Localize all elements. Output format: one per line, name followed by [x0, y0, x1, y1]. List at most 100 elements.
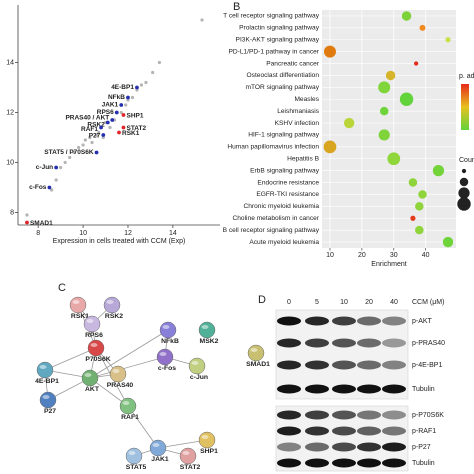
- point-label: STAT2: [126, 125, 146, 132]
- point: [94, 133, 99, 137]
- x-tick-label: 12: [124, 230, 132, 237]
- node-label: P27: [44, 408, 56, 415]
- panel-label: B: [233, 1, 240, 13]
- category-label: EGFR-TKI resistance: [256, 191, 319, 198]
- category-label: Choline metabolism in cancer: [233, 215, 320, 222]
- network-node: [69, 296, 87, 314]
- dot: [413, 61, 419, 66]
- dot: [379, 106, 389, 116]
- node-label: c-Fos: [158, 365, 176, 372]
- lane-label: 10: [340, 299, 348, 306]
- band: [332, 360, 356, 370]
- band: [382, 338, 406, 348]
- point: [72, 150, 76, 155]
- x-tick-label: 10: [79, 230, 87, 237]
- dot: [415, 225, 424, 235]
- node-shine: [159, 352, 167, 356]
- point-label: RSK1: [122, 130, 140, 137]
- network-node: [81, 369, 99, 387]
- point-label: RAF1: [81, 126, 98, 133]
- dot: [399, 92, 414, 106]
- x-tick-label: 14: [169, 230, 177, 237]
- point-label: c-Fos: [29, 184, 47, 191]
- point: [63, 160, 67, 165]
- network-node: [109, 365, 127, 383]
- point: [50, 188, 54, 192]
- point: [47, 185, 52, 190]
- network-node: [39, 391, 57, 409]
- category-label: PD-L1/PD-1 pathway in cancer: [228, 48, 319, 55]
- node-shine: [39, 365, 47, 369]
- band: [305, 410, 329, 420]
- network-edge: [89, 329, 169, 379]
- network-node: [159, 321, 177, 339]
- node-shine: [42, 395, 50, 399]
- point: [139, 83, 144, 87]
- band: [382, 384, 406, 394]
- point: [126, 95, 130, 100]
- network-node: [103, 296, 121, 314]
- point: [144, 80, 148, 85]
- network-edge: [89, 356, 166, 379]
- node-shine: [152, 443, 160, 447]
- network-node: [119, 397, 137, 415]
- category-label: KSHV infection: [275, 120, 320, 127]
- category-label: Hepatitis B: [287, 156, 319, 163]
- band: [332, 442, 356, 452]
- category-label: T cell receptor signaling pathway: [223, 13, 320, 20]
- dot: [378, 129, 390, 141]
- node-label: PRAS40: [107, 382, 134, 389]
- band: [357, 360, 381, 370]
- band: [357, 316, 381, 326]
- node-shine: [250, 348, 258, 352]
- band: [357, 442, 381, 452]
- node-label: AKT: [85, 386, 100, 393]
- point: [130, 95, 135, 100]
- band: [277, 384, 301, 394]
- network-edge: [127, 405, 159, 449]
- point: [94, 150, 99, 155]
- node-label: c-Jun: [190, 374, 208, 381]
- band: [305, 360, 329, 370]
- band: [305, 426, 329, 436]
- node-shine: [201, 435, 209, 439]
- dot: [445, 37, 451, 43]
- category-label: PI3K-AKT signaling pathway: [236, 37, 320, 44]
- point: [54, 178, 58, 182]
- category-label: ErbB signaling pathway: [250, 167, 320, 174]
- node-shine: [106, 300, 114, 304]
- dot: [419, 24, 426, 31]
- node-shine: [201, 325, 209, 329]
- size-key: [459, 177, 469, 187]
- node-label: RSK2: [105, 313, 123, 320]
- panel-label: C: [58, 282, 66, 294]
- lane-label: 20: [365, 299, 373, 306]
- point: [68, 155, 72, 160]
- point: [108, 125, 112, 130]
- point: [81, 143, 85, 147]
- category-label: Prolactin signaling pathway: [239, 25, 320, 32]
- network-node: [247, 344, 265, 362]
- y-tick-label: 12: [6, 109, 14, 116]
- lane-label: 5: [315, 299, 319, 306]
- point: [157, 60, 161, 65]
- row-label: p-PRAS40: [412, 340, 445, 347]
- point-label: PRAS40 / AKT: [65, 115, 109, 122]
- band: [305, 316, 329, 326]
- point: [117, 130, 121, 135]
- x-axis-label: Expression in cells treated with CCM (Ex…: [53, 238, 186, 245]
- point: [77, 145, 81, 150]
- band: [332, 458, 356, 468]
- node-shine: [90, 343, 98, 347]
- band: [382, 360, 406, 370]
- band: [357, 384, 381, 394]
- size-key: [458, 187, 470, 199]
- network-node: [149, 439, 167, 457]
- category-label: Acute myeloid leukemia: [249, 239, 319, 246]
- size-key: [457, 197, 471, 211]
- dot: [410, 215, 416, 221]
- point-label: RSK2: [87, 122, 105, 129]
- network-node: [83, 315, 101, 333]
- point: [119, 110, 123, 115]
